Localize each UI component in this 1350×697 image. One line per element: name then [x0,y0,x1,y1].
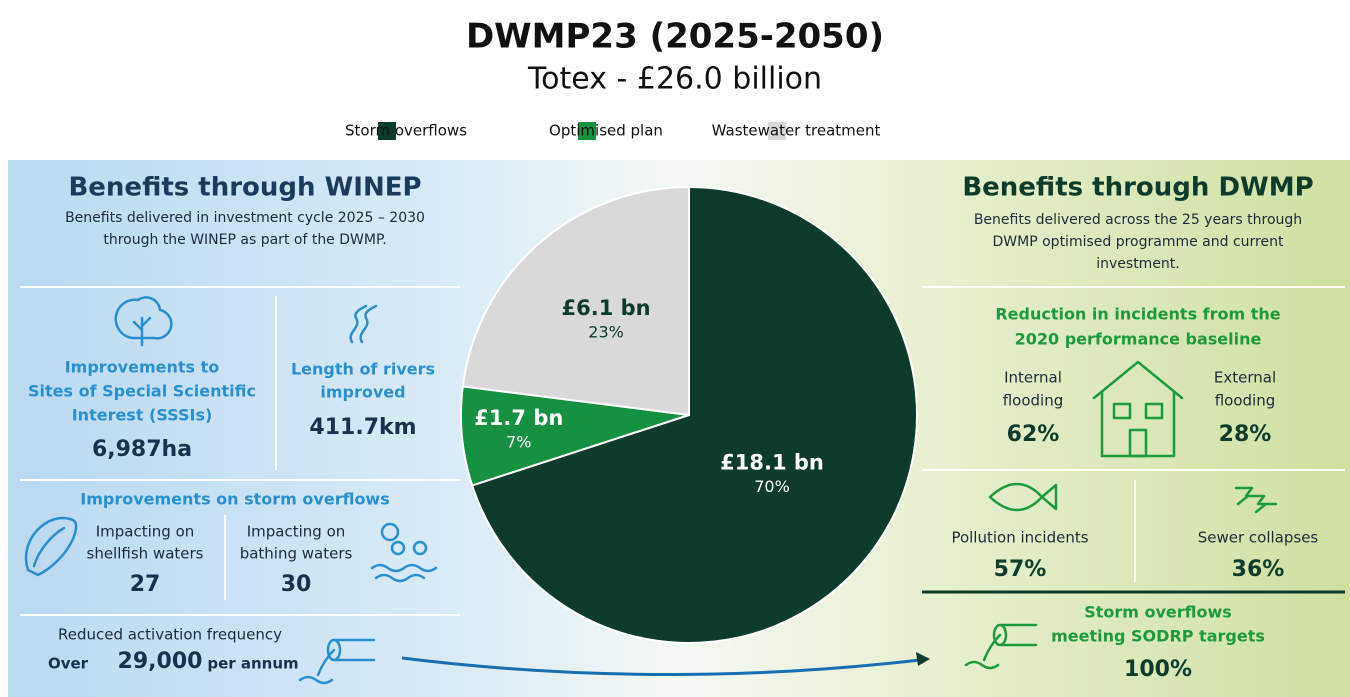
value: 29,000 [118,649,203,674]
bathing-icon [370,522,438,583]
value: 57% [994,557,1047,582]
panel-subtitle: through the WINEP as part of the DWMP. [103,232,386,248]
label: Storm overflows [1084,603,1232,622]
label: Impacting on [247,523,346,541]
value: 6,987ha [92,437,192,462]
value: 411.7km [309,415,416,440]
tree-icon [114,296,173,347]
chart-title: DWMP23 (2025-2050) [466,17,884,57]
value-label: 7% [506,433,531,452]
label: Sites of Special Scientific [28,382,256,401]
panel-subtitle: investment. [1096,256,1180,272]
value: 36% [1232,557,1285,582]
section-title: Reduction in incidents from the [995,305,1280,324]
value: 30 [281,572,312,597]
chart-subtitle: Totex - £26.0 billion [527,62,822,97]
section-title: Improvements on storm overflows [80,490,389,509]
winep-panel: Benefits through WINEP Benefits delivere… [20,173,930,685]
shell-icon [24,516,78,577]
pie-slice [470,185,918,644]
house-icon [1092,360,1184,458]
value-label: 70% [754,477,790,496]
label: Improvements to [65,358,220,377]
label: flooding [1215,392,1276,410]
label: Reduced activation frequency [58,626,282,644]
label: Pollution incidents [951,529,1088,547]
amount-label: £6.1 bn [562,296,651,320]
label: shellfish waters [87,545,204,563]
legend-swatch [768,122,786,140]
sewer-icon [1234,486,1278,514]
legend-swatch [378,122,396,140]
value: 100% [1124,657,1192,682]
section-title: 2020 performance baseline [1015,330,1262,349]
label: Length of rivers [291,360,435,379]
legend: Storm overflows Optimised plan Wastewater … [345,122,881,140]
panel-subtitle: Benefits delivered across the 25 years t… [974,212,1302,228]
panel-title: Benefits through DWMP [962,173,1313,203]
fish-icon [988,482,1058,512]
label: meeting SODRP targets [1051,627,1265,646]
panel-subtitle: DWMP optimised programme and current [993,234,1284,250]
panel-subtitle: Benefits delivered in investment cycle 2… [65,210,425,226]
pipe-icon [298,638,376,685]
amount-label: £18.1 bn [720,450,824,474]
value: 62% [1007,422,1060,447]
legend-label: Wastewater treatment [712,122,881,140]
arrow-head [916,652,930,666]
value-label: 23% [588,322,624,341]
label: per annum [207,655,298,673]
panel-title: Benefits through WINEP [68,173,421,203]
pipe-icon [964,623,1038,670]
value: 28% [1219,422,1272,447]
legend-label: Storm overflows [345,122,467,140]
pie-slice [461,185,690,417]
label: Interest (SSSIs) [72,406,213,425]
river-icon [349,304,378,344]
arrow [401,656,921,677]
label: Internal [1004,369,1062,387]
dwmp-panel: Benefits through DWMP Benefits delivered… [922,173,1345,682]
legend-label: Optimised plan [549,122,663,140]
label: External [1214,369,1276,387]
pie: £18.1 bn 70% £1.7 bn 7% £6.1 bn 23% [460,185,918,644]
label: Impacting on [96,523,195,541]
label: Sewer collapses [1198,529,1319,547]
label: improved [320,383,405,402]
label: Over [48,655,89,673]
value: 27 [130,572,161,597]
legend-swatch [578,122,596,140]
amount-label: £1.7 bn [474,406,563,430]
label: flooding [1003,392,1064,410]
label: bathing waters [240,545,353,563]
